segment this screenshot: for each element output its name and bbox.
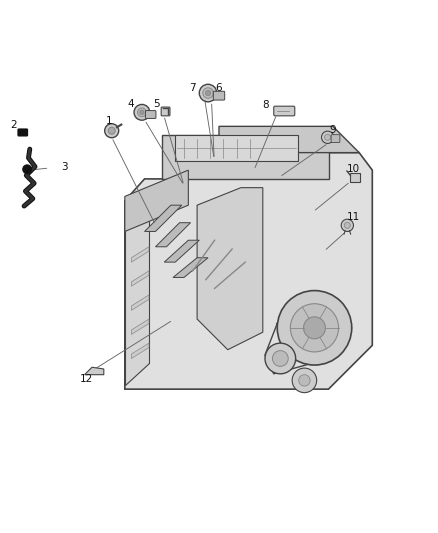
Circle shape <box>23 165 32 174</box>
FancyBboxPatch shape <box>18 129 28 136</box>
FancyBboxPatch shape <box>274 106 295 116</box>
FancyBboxPatch shape <box>161 107 170 116</box>
Polygon shape <box>85 367 104 375</box>
Circle shape <box>199 84 217 102</box>
Circle shape <box>341 219 353 231</box>
FancyBboxPatch shape <box>331 135 340 142</box>
Circle shape <box>134 104 150 120</box>
Circle shape <box>344 222 350 229</box>
Circle shape <box>299 375 310 386</box>
Circle shape <box>292 368 317 393</box>
Text: 4: 4 <box>127 99 134 109</box>
Circle shape <box>203 88 213 98</box>
Polygon shape <box>173 258 208 278</box>
Circle shape <box>138 108 146 117</box>
Polygon shape <box>162 135 328 179</box>
Text: 9: 9 <box>329 125 336 135</box>
FancyBboxPatch shape <box>175 135 298 161</box>
Circle shape <box>290 304 339 352</box>
Circle shape <box>277 290 352 365</box>
Circle shape <box>265 343 296 374</box>
FancyBboxPatch shape <box>145 110 156 118</box>
FancyBboxPatch shape <box>213 91 225 100</box>
Polygon shape <box>131 271 149 286</box>
Polygon shape <box>197 188 263 350</box>
Circle shape <box>140 110 144 115</box>
Polygon shape <box>164 240 199 262</box>
Text: 8: 8 <box>262 100 269 110</box>
Polygon shape <box>125 170 188 231</box>
Polygon shape <box>219 126 359 152</box>
Text: 3: 3 <box>61 161 68 172</box>
Polygon shape <box>131 295 149 310</box>
Circle shape <box>304 317 325 339</box>
Text: 1: 1 <box>106 116 113 126</box>
Polygon shape <box>145 205 182 231</box>
Circle shape <box>325 134 331 140</box>
Circle shape <box>108 127 115 134</box>
Polygon shape <box>131 247 149 262</box>
Circle shape <box>105 124 119 138</box>
Text: 5: 5 <box>153 99 160 109</box>
Text: 6: 6 <box>215 83 222 93</box>
Polygon shape <box>125 152 372 389</box>
Text: 11: 11 <box>346 213 360 222</box>
Polygon shape <box>155 223 191 247</box>
Circle shape <box>205 91 211 96</box>
Text: 7: 7 <box>189 83 196 93</box>
Circle shape <box>321 131 334 143</box>
Polygon shape <box>131 343 149 359</box>
Circle shape <box>272 351 288 366</box>
Text: 10: 10 <box>346 164 360 174</box>
Text: 12: 12 <box>80 374 93 384</box>
FancyBboxPatch shape <box>350 173 360 182</box>
Polygon shape <box>125 201 149 385</box>
Polygon shape <box>131 319 149 334</box>
Text: 2: 2 <box>10 120 17 130</box>
